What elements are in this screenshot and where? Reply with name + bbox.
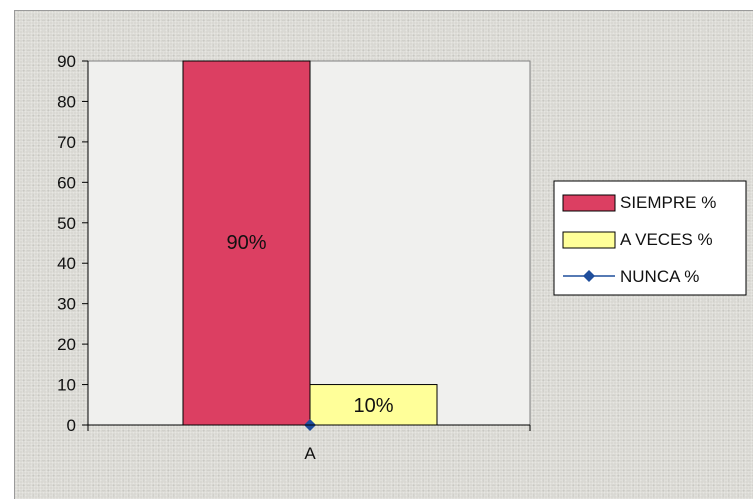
x-axis: A: [87, 424, 531, 463]
y-tick-label: 30: [57, 295, 76, 314]
y-tick-label: 50: [57, 214, 76, 233]
data-label-a-veces: 10%: [353, 395, 393, 417]
x-category-label: A: [304, 444, 316, 463]
y-tick-label: 40: [57, 254, 76, 273]
legend-label-siempre: SIEMPRE %: [620, 193, 716, 212]
y-tick-label: 80: [57, 92, 76, 111]
y-tick-label: 70: [57, 133, 76, 152]
legend: SIEMPRE % A VECES % NUNCA %: [553, 180, 747, 296]
legend-swatch-a-veces: [562, 231, 616, 249]
y-axis: 0 10 20 30 40 50 60 70 80 90: [57, 52, 89, 435]
bar-a-veces: [309, 384, 438, 426]
y-tick-label: 20: [57, 335, 76, 354]
legend-label-a-veces: A VECES %: [620, 230, 713, 249]
bars-group: 90% 10%: [182, 60, 438, 431]
y-tick-label: 60: [57, 173, 76, 192]
y-tick-label: 0: [67, 416, 76, 435]
y-tick-label: 10: [57, 376, 76, 395]
y-tick-label: 90: [57, 52, 76, 71]
data-label-siempre: 90%: [226, 232, 266, 254]
legend-label-nunca: NUNCA %: [620, 267, 699, 286]
legend-swatch-siempre: [562, 194, 616, 212]
legend-marker-nunca: [583, 270, 595, 282]
